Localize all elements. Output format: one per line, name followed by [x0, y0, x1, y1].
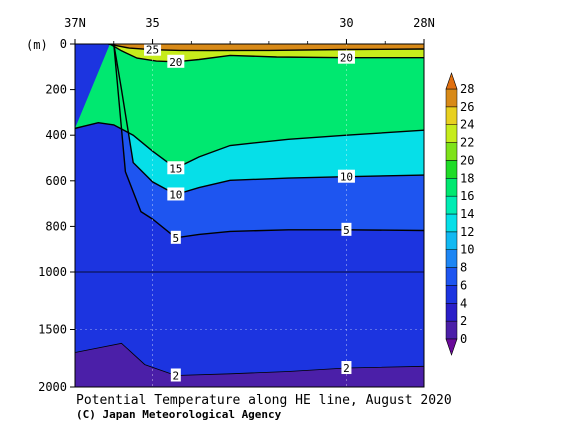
y-tick-label: 600	[45, 174, 67, 188]
credit-line: (C) Japan Meteorological Agency	[76, 408, 282, 421]
isotherm-10	[113, 44, 424, 196]
contour-label: 10	[340, 171, 353, 184]
y-axis-unit: (m)	[26, 38, 48, 52]
contour-label: 15	[169, 162, 182, 175]
isotherm-lines	[75, 44, 424, 376]
colorbar-swatch	[445, 320, 458, 340]
colorbar-swatch	[445, 303, 458, 322]
contour-label: 5	[173, 232, 180, 245]
colorbar-label: 26	[460, 100, 474, 114]
y-tick-label: 0	[60, 37, 67, 51]
x-tick-label: 35	[145, 16, 159, 30]
isotherm-25	[107, 44, 424, 52]
contour-label: 20	[169, 56, 182, 69]
isotherm-5	[113, 44, 424, 239]
x-tick-label: 37N	[64, 16, 86, 30]
colorbar-swatch	[445, 160, 458, 179]
y-tick-label: 200	[45, 83, 67, 97]
y-tick-label: 800	[45, 219, 67, 233]
isotherm-20	[109, 44, 424, 63]
y-tick-label: 1500	[38, 323, 67, 337]
x-tick-label: 30	[339, 16, 353, 30]
colorbar-label: 20	[460, 153, 474, 167]
colorbar-label: 24	[460, 118, 474, 132]
plot-frame	[74, 43, 425, 388]
colorbar-arrow-high	[445, 72, 458, 90]
colorbar-label: 2	[460, 314, 467, 328]
y-tick-label: 1000	[38, 265, 67, 279]
colorbar-label: 8	[460, 261, 467, 275]
colorbar-label: 0	[460, 332, 467, 346]
contour-label-bg	[170, 368, 181, 382]
colorbar-label: 4	[460, 296, 467, 310]
temperature-band	[75, 44, 424, 376]
colorbar-swatch	[445, 249, 458, 268]
colorbar-swatch	[445, 178, 458, 197]
colorbar-arrow-low	[445, 338, 458, 356]
colorbar-swatch	[445, 88, 458, 108]
plot-area	[75, 44, 424, 387]
colorbar-label: 12	[460, 225, 474, 239]
contour-label: 25	[146, 44, 159, 57]
colorbar-swatch	[445, 231, 458, 250]
colorbar-swatch	[445, 267, 458, 286]
colorbar-swatch	[445, 142, 458, 161]
isotherm-2	[75, 342, 424, 376]
colorbar-label: 22	[460, 136, 474, 150]
axes: 37N 35 30 28N 0 200 400 600 800 1000 1500 2000	[38, 16, 435, 394]
colorbar-label: 28	[460, 82, 474, 96]
contour-label-bg	[341, 361, 352, 375]
contour-labels: 25 20 20 15 10 10 5 5 2 2	[144, 42, 355, 383]
colorbar-swatch	[445, 124, 458, 143]
colorbar-label: 6	[460, 278, 467, 292]
y-tick-label: 400	[45, 128, 67, 142]
contour-label-bg	[341, 222, 352, 236]
contour-label: 5	[343, 224, 350, 237]
contour-label-bg	[337, 50, 355, 64]
contour-label-bg	[337, 169, 355, 183]
contour-label-bg	[167, 161, 185, 175]
contour-label-bg	[167, 187, 185, 201]
y-tick-label: 2000	[38, 380, 67, 394]
contour-label-bg	[144, 42, 162, 56]
colorbar-label: 14	[460, 207, 474, 221]
colorbar-swatch	[445, 213, 458, 233]
grid-lines	[75, 44, 424, 387]
contour-label-bg	[170, 230, 181, 244]
contour-label: 20	[340, 52, 353, 65]
colorbar-swatch	[445, 285, 458, 304]
contour-label-bg	[167, 54, 185, 68]
temperature-band	[75, 44, 424, 195]
colorbar-label: 16	[460, 189, 474, 203]
contour-label: 2	[173, 370, 180, 383]
contour-label: 10	[169, 188, 182, 201]
colorbar-label: 10	[460, 243, 474, 257]
colorbar-label: 18	[460, 171, 474, 185]
temperature-band	[75, 44, 424, 169]
contour-label: 2	[343, 362, 350, 375]
temperature-band	[75, 343, 424, 387]
x-tick-label: 28N	[413, 16, 435, 30]
chart-title: Potential Temperature along HE line, Aug…	[76, 393, 452, 408]
colorbar-swatch	[445, 195, 458, 215]
colorbar-swatch	[445, 106, 458, 125]
